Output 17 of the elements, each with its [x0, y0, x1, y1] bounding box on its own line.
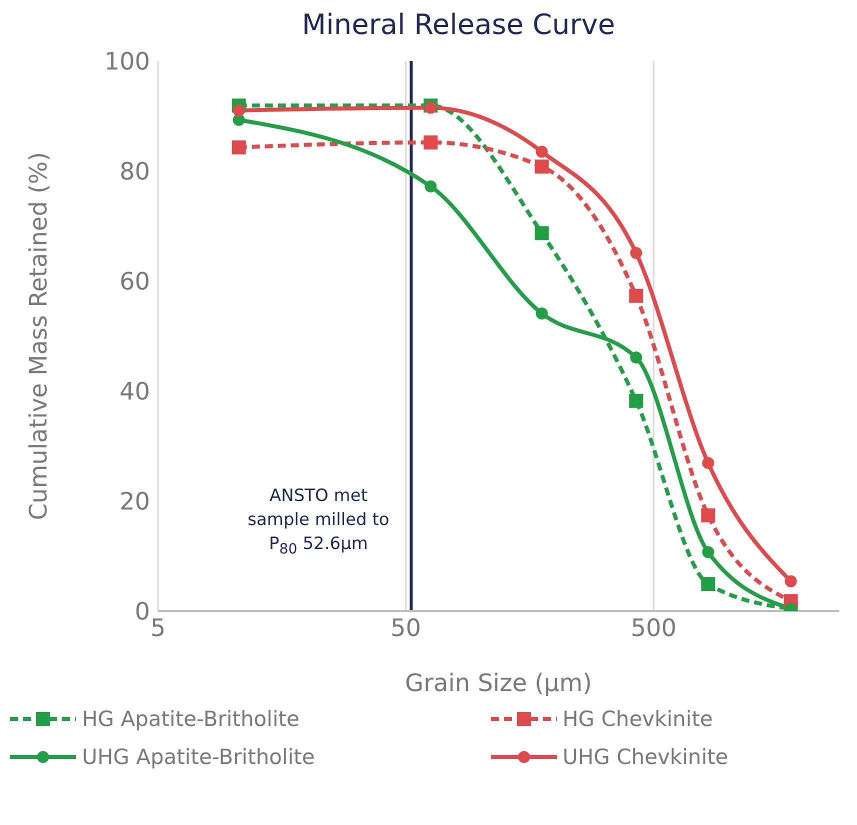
legend-label: UHG Chevkinite — [562, 745, 728, 769]
y-tick-label: 40 — [119, 378, 150, 406]
y-tick-label: 20 — [119, 488, 150, 516]
legend-label: UHG Apatite-Britholite — [82, 745, 315, 769]
y-tick-label: 60 — [119, 268, 150, 296]
x-tick-label: 5 — [150, 614, 166, 642]
x-tick-label: 500 — [630, 614, 677, 642]
y-tick-label: 100 — [104, 48, 150, 76]
legend-label: HG Chevkinite — [562, 707, 713, 731]
y-tick-label: 80 — [119, 158, 150, 186]
chart-title: Mineral Release Curve — [300, 8, 616, 41]
x-axis-title: Grain Size (µm) — [405, 669, 592, 697]
legend-label: HG Apatite-Britholite — [82, 707, 300, 731]
y-axis-title: Cumulative Mass Retained (%) — [24, 152, 53, 520]
x-tick-label: 50 — [390, 614, 422, 642]
y-tick-label: 0 — [134, 598, 150, 626]
annotation: ANSTO met sample milled to P$_{80}$ 52.6µm — [246, 485, 390, 560]
